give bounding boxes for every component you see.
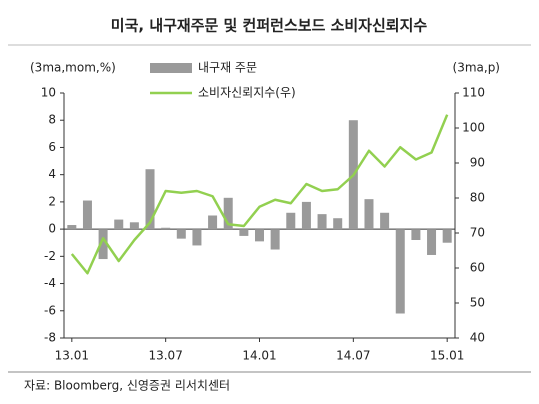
line xyxy=(70,114,449,275)
y-tick-label: 10 xyxy=(41,86,56,100)
y2-tick-label: 110 xyxy=(462,86,485,100)
bar xyxy=(98,229,108,260)
bar xyxy=(67,225,77,230)
y2-tick-label: 80 xyxy=(470,191,485,205)
bar xyxy=(286,212,296,230)
bar xyxy=(176,229,186,239)
y2-tick-label: 100 xyxy=(462,121,485,135)
bar xyxy=(301,201,311,230)
y2-tick-label: 60 xyxy=(470,261,485,275)
source-note: 자료: Bloomberg, 신영증권 리서치센터 xyxy=(24,379,230,393)
bar xyxy=(145,169,155,230)
bar xyxy=(427,229,437,255)
bar xyxy=(317,214,327,230)
bar xyxy=(364,199,374,230)
y-tick-label: 0 xyxy=(48,222,56,236)
x-tick-label: 14.01 xyxy=(242,349,276,363)
legend-label: 소비자신뢰지수(우) xyxy=(198,86,296,100)
x-tick-label: 13.01 xyxy=(55,349,89,363)
chart-title: 미국, 내구재주문 및 컨퍼런스보드 소비자신뢰지수 xyxy=(111,17,428,35)
y2-tick-label: 90 xyxy=(470,156,485,170)
bar xyxy=(442,229,452,243)
bar xyxy=(411,229,421,240)
y-tick-label: -6 xyxy=(44,303,56,317)
y2-tick-label: 50 xyxy=(470,296,485,310)
y-axis-label: (3ma,mom,%) xyxy=(30,61,116,75)
x-tick-label: 13.07 xyxy=(148,349,182,363)
y-tick-label: 4 xyxy=(48,167,56,181)
bar xyxy=(208,215,218,230)
bar xyxy=(114,219,124,230)
bar xyxy=(333,218,343,230)
y-tick-label: 6 xyxy=(48,140,56,154)
y-tick-label: 2 xyxy=(48,194,56,208)
y2-tick-label: 40 xyxy=(470,331,485,345)
bar xyxy=(239,229,249,236)
bar xyxy=(192,229,202,246)
y-tick-label: -2 xyxy=(44,249,56,263)
bar xyxy=(223,197,233,230)
bar xyxy=(270,229,280,250)
bar xyxy=(82,200,92,230)
bar xyxy=(129,222,139,230)
legend-label: 내구재 주문 xyxy=(198,61,257,75)
bar xyxy=(395,229,405,314)
y-tick-label: -4 xyxy=(44,276,56,290)
bar xyxy=(255,229,264,242)
bar xyxy=(161,227,171,230)
y2-axis-label: (3ma,p) xyxy=(453,61,500,75)
bar xyxy=(380,212,390,230)
legend-swatch xyxy=(150,63,192,73)
y-tick-label: 8 xyxy=(48,113,56,127)
x-tick-label: 15.01 xyxy=(430,349,464,363)
y-tick-label: -8 xyxy=(44,331,56,345)
y2-tick-label: 70 xyxy=(470,226,485,240)
x-tick-label: 14.07 xyxy=(336,349,370,363)
